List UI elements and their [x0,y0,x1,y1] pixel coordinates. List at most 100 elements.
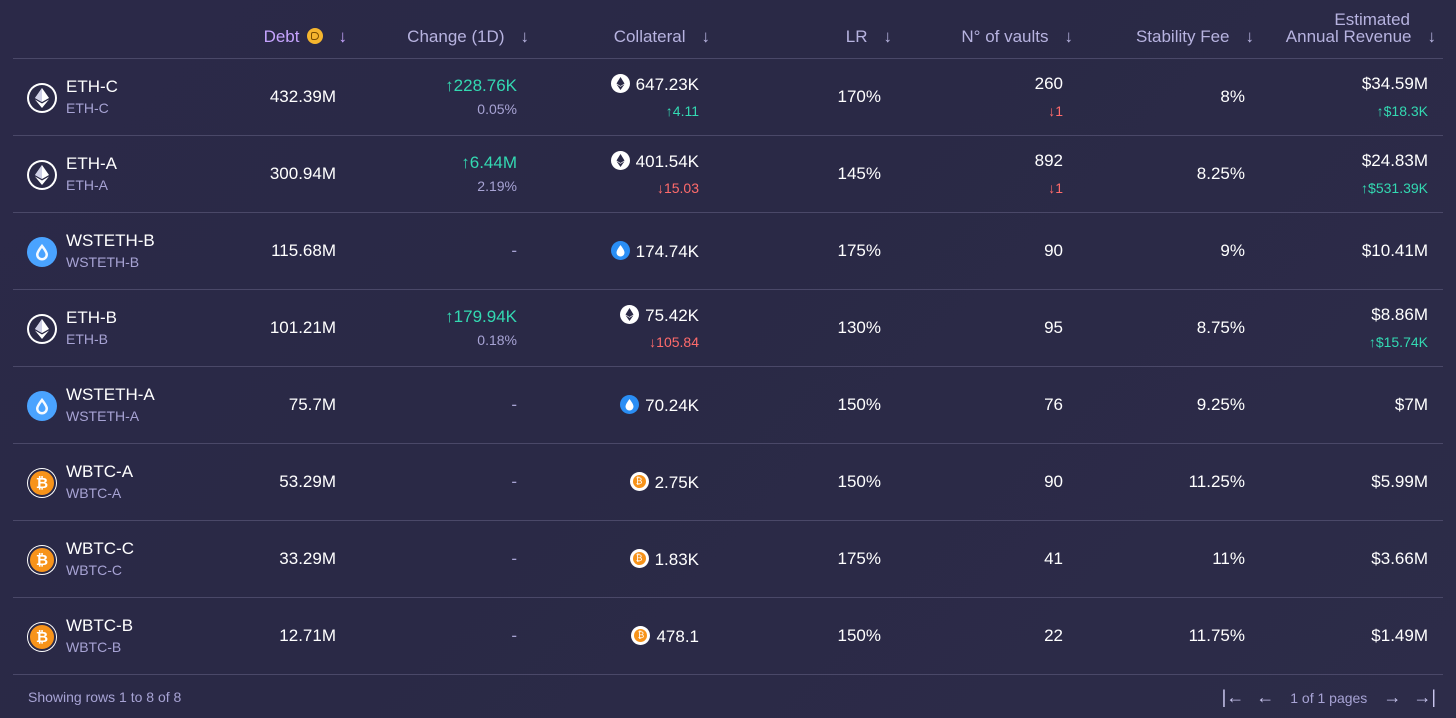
ethereum-mini-icon [620,305,640,324]
table-header: Debt ↓ Change (1D) ↓ Collateral ↓ LR ↓ N° of… [13,0,1443,59]
ethereum-icon [27,314,57,344]
ilk-name[interactable]: ETH-C [66,77,118,96]
table-row[interactable]: ETH-B ETH-B 101.21M ↑179.94K 0.18% 75.42… [13,290,1443,367]
header-revenue[interactable]: Estimated Annual Revenue ↓ [1286,11,1436,45]
header-debt-label: Debt [263,27,300,46]
lr-value: 130% [837,318,881,337]
header-collateral[interactable]: Collateral ↓ [614,28,710,45]
sort-arrow-icon: ↓ [701,27,711,46]
first-page-button[interactable]: |← [1221,687,1245,707]
debt-value: 115.68M [271,241,336,260]
header-collateral-label: Collateral [613,27,686,46]
header-vaults[interactable]: N° of vaults ↓ [961,28,1073,45]
ilk-name[interactable]: ETH-B [66,308,117,327]
prev-page-button[interactable]: ← [1256,687,1275,707]
change-percent: 2.19% [477,178,517,194]
table-row[interactable]: ₿ WBTC-A WBTC-A 53.29M - 2.75K 150% 90 1… [13,444,1443,521]
ilk-name[interactable]: WSTETH-B [66,231,155,250]
lr-value: 175% [837,549,881,568]
ilk-name[interactable]: WBTC-A [66,462,134,481]
change-value: - [511,626,517,645]
header-revenue-line2: Annual Revenue [1285,27,1412,46]
wsteth-drop-icon [27,391,57,421]
header-stability-fee[interactable]: Stability Fee ↓ [1136,28,1254,45]
change-value: ↑6.44M [461,153,517,172]
page-info: 1 of 1 pages [1290,689,1368,706]
collateral-delta: ↓105.84 [649,334,699,350]
table-row[interactable]: ₿ WBTC-C WBTC-C 33.29M - 1.83K 175% 41 1… [13,521,1443,598]
sort-arrow-icon: ↓ [520,27,530,46]
lr-value: 150% [837,472,881,491]
change-value: ↑228.76K [445,76,517,95]
revenue-delta: ↑$15.74K [1368,334,1428,350]
ilk-subname: ETH-B [66,331,108,347]
revenue-value: $24.83M [1361,151,1428,170]
ilk-subname: WSTETH-B [66,254,140,270]
collateral-amount: 401.54K [635,152,699,171]
last-page-button[interactable]: →| [1413,687,1436,707]
collateral-amount: 75.42K [645,306,699,325]
stability-fee-value: 9% [1220,241,1245,260]
header-revenue-line1: Estimated [1334,10,1410,29]
revenue-delta: ↑$531.39K [1361,180,1428,196]
collateral-value: 478.1 [631,626,699,647]
stability-fee-value: 8.75% [1196,318,1245,337]
collateral-amount: 174.74K [635,242,699,261]
table-row[interactable]: ETH-A ETH-A 300.94M ↑6.44M 2.19% 401.54K… [13,136,1443,213]
debt-value: 12.71M [279,626,336,645]
change-value: - [511,241,517,260]
bitcoin-icon: ₿ [27,468,57,498]
vaults-count: 76 [1044,395,1063,414]
bitcoin-mini-icon [629,472,649,491]
wsteth-mini-icon [620,395,640,414]
revenue-value: $34.59M [1361,74,1428,93]
ilk-subname: WBTC-B [66,639,122,655]
bitcoin-mini-icon [631,626,651,645]
vaults-delta: ↓1 [1048,103,1063,119]
lr-value: 150% [837,395,881,414]
ilk-subname: WBTC-A [66,485,122,501]
dai-icon [306,28,323,44]
table-row[interactable]: ETH-C ETH-C 432.39M ↑228.76K 0.05% 647.2… [13,59,1443,136]
ethereum-mini-icon [610,151,630,170]
sort-arrow-icon: ↓ [1245,27,1255,46]
collateral-value: 2.75K [629,472,699,493]
table-row[interactable]: WSTETH-A WSTETH-A 75.7M - 70.24K 150% 76… [13,367,1443,444]
ilk-subname: ETH-C [66,100,109,116]
stability-fee-value: 11.75% [1188,626,1245,645]
vaults-count: 90 [1044,241,1063,260]
ilk-name[interactable]: WSTETH-A [66,385,155,404]
header-debt[interactable]: Debt ↓ [264,28,347,45]
bitcoin-mini-icon [629,549,649,568]
vaults-count: 22 [1044,626,1063,645]
table-row[interactable]: ₿ WBTC-B WBTC-B 12.71M - 478.1 150% 22 1… [13,598,1443,675]
header-change[interactable]: Change (1D) ↓ [407,28,529,45]
collateral-value: 70.24K [620,395,699,416]
change-value: - [511,549,517,568]
pagination: |← ← 1 of 1 pages → →| [1216,687,1442,708]
ethereum-icon [27,160,57,190]
stability-fee-value: 8% [1220,87,1245,106]
collateral-value: 647.23K [610,74,699,95]
header-lr[interactable]: LR ↓ [846,28,892,45]
debt-value: 101.21M [269,318,336,337]
debt-value: 300.94M [269,164,336,183]
wsteth-drop-icon [27,237,57,267]
lr-value: 170% [837,87,881,106]
ilk-name[interactable]: WBTC-C [66,539,134,558]
ilk-name[interactable]: ETH-A [66,154,117,173]
next-page-button[interactable]: → [1383,687,1402,707]
revenue-delta: ↑$18.3K [1376,103,1428,119]
lr-value: 145% [837,164,881,183]
collateral-amount: 647.23K [635,75,699,94]
ilk-name[interactable]: WBTC-B [66,616,134,635]
vaults-count: 90 [1044,472,1063,491]
vaults-count: 892 [1034,151,1063,170]
debt-value: 75.7M [288,395,336,414]
table-row[interactable]: WSTETH-B WSTETH-B 115.68M - 174.74K 175%… [13,213,1443,290]
revenue-value: $8.86M [1371,305,1428,324]
revenue-value: $1.49M [1371,626,1428,645]
stability-fee-value: 9.25% [1196,395,1245,414]
stability-fee-value: 8.25% [1196,164,1245,183]
collateral-value: 1.83K [629,549,699,570]
